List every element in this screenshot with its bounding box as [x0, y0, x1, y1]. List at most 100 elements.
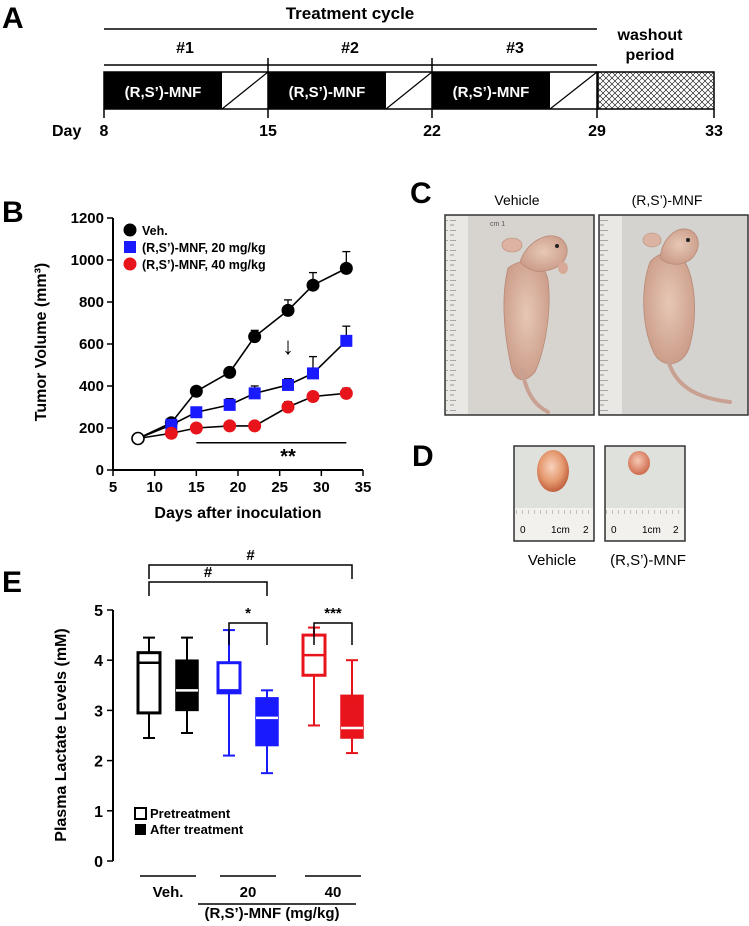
washout-block	[596, 71, 715, 110]
b-annotations: ** ↓	[196, 333, 347, 468]
e-significance-bracket	[148, 581, 268, 596]
b-point-circle	[339, 261, 353, 275]
b-markers	[131, 261, 353, 446]
b-point-circle	[189, 384, 203, 398]
b-point-square	[223, 398, 236, 411]
b-y-tick-label: 1000	[71, 252, 104, 269]
c-treated-caption: (R,S’)-MNF	[632, 192, 703, 208]
b-point-square	[190, 406, 203, 419]
b-y-tick-label: 200	[79, 420, 104, 437]
e-box	[255, 697, 279, 747]
b-x-tick-label: 10	[146, 479, 163, 496]
e-box	[340, 694, 364, 739]
b-y-tick-label: 0	[96, 462, 104, 479]
dosing-block-2	[268, 72, 386, 109]
b-x-tick-label: 35	[355, 479, 372, 496]
b-point-circle	[281, 400, 295, 414]
e-significance-bracket	[313, 622, 353, 645]
day-22: 22	[423, 123, 441, 140]
e-y-tick-label: 4	[94, 653, 103, 670]
b-x-tick-label: 5	[109, 479, 117, 496]
b-significance-stars: **	[280, 446, 296, 468]
d-vehicle-caption: Vehicle	[528, 552, 576, 569]
e-boxes	[136, 626, 364, 775]
b-point-circle	[306, 278, 320, 292]
b-x-tick-label: 25	[271, 479, 288, 496]
treated-mouse-ear	[642, 232, 662, 248]
e-y-axis-label: Plasma Lactate Levels (mM)	[53, 628, 70, 841]
e-box	[136, 651, 162, 715]
e-y-tick-label: 3	[94, 703, 103, 720]
panel-label-e: E	[2, 566, 22, 599]
b-y-tick-label: 400	[79, 378, 104, 395]
b-legend-swatch-circle	[123, 257, 137, 271]
b-x-tick-label: 20	[230, 479, 247, 496]
e-y-tick-label: 0	[94, 854, 103, 871]
e-legend-label: After treatment	[150, 822, 244, 837]
cycle-2-label: #2	[341, 40, 359, 57]
day-15: 15	[259, 123, 277, 140]
lactate-box-chart: Plasma Lactate Levels (mM) (R,S’)-MNF (m…	[53, 547, 364, 922]
e-significance-bracket	[148, 564, 353, 579]
panel-label-c: C	[410, 177, 432, 210]
tumor-volume-chart: Tumor Volume (mm³) Days after inoculatio…	[33, 210, 371, 522]
e-significance-label: #	[204, 564, 213, 581]
e-axes: 0 1 2 3 4 5 Veh. 20 40	[94, 603, 361, 905]
vehicle-mouse-paw	[558, 262, 568, 274]
e-y-tick-label: 2	[94, 754, 103, 771]
b-y-tick-label: 1200	[71, 210, 104, 227]
b-y-tick-label: 600	[79, 336, 104, 353]
b-point-square	[307, 367, 319, 380]
d-treated-ruler-1: 1cm	[642, 525, 661, 536]
b-point-circle	[223, 365, 237, 379]
b-point-square	[248, 387, 261, 400]
panel-label-a: A	[2, 2, 24, 35]
treated-mouse-body	[643, 252, 695, 365]
d-vehicle-ruler-1: 1cm	[551, 525, 570, 536]
e-legend-swatch-open	[134, 807, 147, 820]
e-significance-label: *	[245, 605, 251, 622]
e-y-tick-label: 1	[94, 804, 103, 821]
b-point-circle	[306, 390, 320, 403]
b-legend-swatch-square	[124, 241, 136, 253]
e-box	[216, 661, 242, 695]
day-33: 33	[705, 123, 723, 140]
treated-mouse-eye	[686, 238, 690, 242]
e-legend-label: Pretreatment	[150, 806, 231, 821]
b-point-square	[340, 334, 353, 347]
b-point-square	[282, 378, 294, 391]
b-legend-label: (R,S’)-MNF, 40 mg/kg	[142, 258, 266, 272]
e-significance-label: ***	[324, 605, 342, 622]
b-error-bars	[167, 250, 351, 434]
vehicle-ruler-ticks	[446, 216, 456, 414]
e-group-label: 40	[325, 884, 342, 901]
treated-tumor	[628, 451, 650, 475]
drug-label-2: (R,S’)-MNF	[289, 84, 366, 101]
rest-slash-1	[221, 71, 269, 110]
d-treated-ruler-0: 0	[611, 525, 617, 536]
b-series-line-0	[137, 267, 347, 440]
vehicle-mouse-tail	[520, 368, 550, 414]
treated-tumor-photo: 0 1cm 2	[604, 445, 686, 542]
panel-c-photos: Vehicle (R,S’)-MNF cm 1	[444, 192, 749, 416]
vehicle-tumor	[537, 450, 569, 492]
e-y-tick-label: 5	[94, 603, 103, 620]
schedule-title: Treatment cycle	[286, 4, 415, 23]
cycle-1-label: #1	[176, 40, 194, 57]
vehicle-mouse-eye	[555, 244, 559, 248]
day-29: 29	[588, 123, 606, 140]
b-series-lines	[137, 267, 347, 440]
b-axes: 0 200 400 600 800 1000 1200 5 10 15 20 25 30 35	[71, 210, 372, 496]
vehicle-tumor-photo: 0 1cm 2	[513, 445, 595, 542]
vehicle-mouse-photo: cm 1	[444, 214, 595, 416]
dosing-block-1	[104, 72, 222, 109]
d-vehicle-ruler-2: 2	[583, 525, 589, 536]
dosing-block-3	[432, 72, 550, 109]
b-legend-swatch-circle	[123, 223, 137, 237]
b-x-axis-label: Days after inoculation	[154, 505, 321, 522]
b-point-circle	[339, 386, 353, 400]
b-baseline-point	[131, 431, 145, 446]
rest-slash-3	[549, 71, 598, 110]
